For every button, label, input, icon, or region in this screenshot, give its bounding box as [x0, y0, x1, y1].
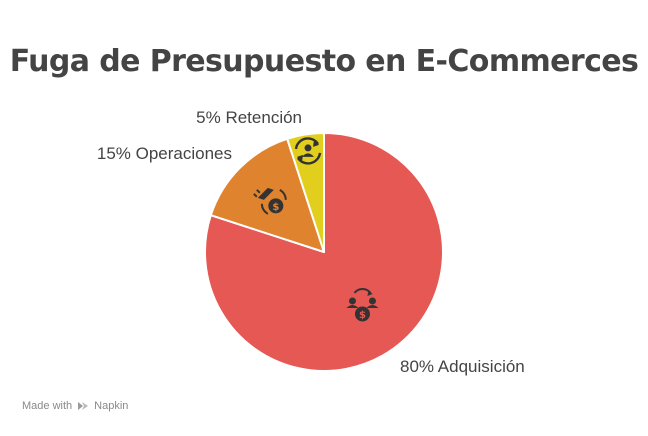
napkin-logo-icon	[78, 402, 89, 410]
made-with-napkin[interactable]: Made with Napkin	[22, 400, 128, 412]
svg-text:$: $	[272, 202, 279, 213]
acquisition-money-icon: $	[346, 287, 379, 322]
slice-label-2: 15% Operaciones	[97, 144, 232, 163]
operations-money-icon: $	[253, 187, 287, 215]
chart-title: Fuga de Presupuesto en E-Commerces	[9, 44, 639, 79]
slice-label-1: 80% Adquisición	[400, 357, 525, 376]
made-with-label: Made with	[22, 400, 73, 412]
slice-label-3: 5% Retención	[196, 108, 302, 127]
pie-slice-1[interactable]	[204, 132, 444, 372]
napkin-brand: Napkin	[94, 400, 129, 412]
svg-text:$: $	[359, 310, 366, 321]
retention-user-icon	[294, 137, 322, 165]
